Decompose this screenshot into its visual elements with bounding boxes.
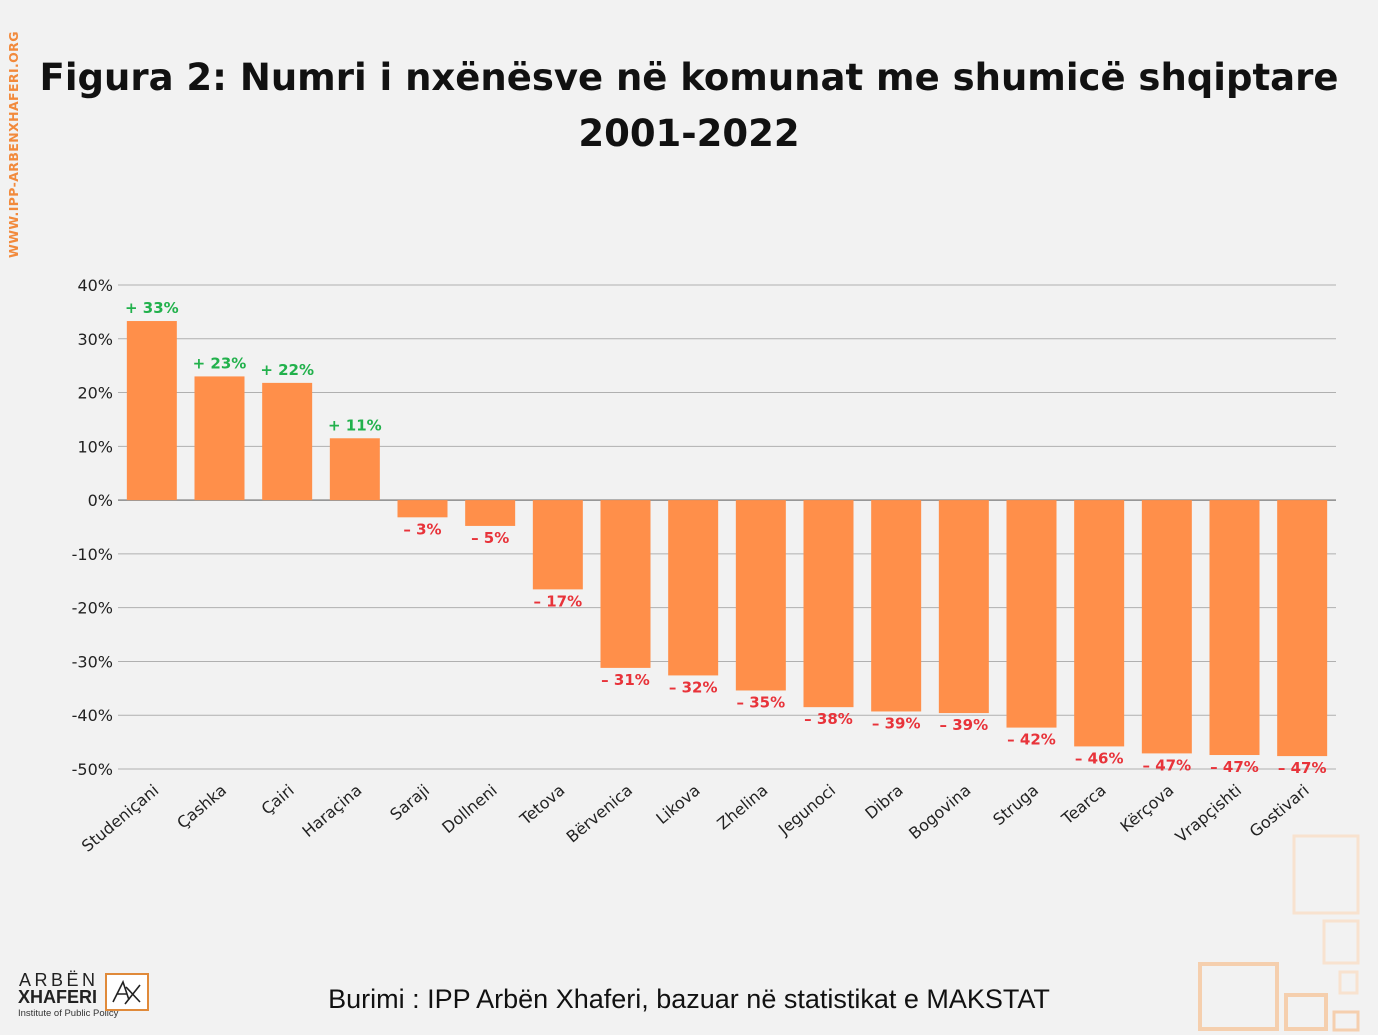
value-label: – 31% (601, 671, 650, 689)
value-label: – 32% (669, 678, 718, 696)
grid-lines (118, 284, 1336, 770)
value-label: + 22% (260, 361, 314, 379)
bar (126, 321, 177, 501)
deco-square (1322, 919, 1360, 965)
y-tick-label: -40% (72, 706, 113, 725)
chart-title: Figura 2: Numri i nxënësve në komunat me… (20, 50, 1358, 162)
bar (938, 500, 989, 714)
bar (262, 382, 313, 501)
bar (803, 500, 854, 708)
y-tick-label: -30% (72, 652, 113, 671)
bar (1277, 500, 1328, 757)
title-line-2: 2001-2022 (578, 112, 800, 155)
deco-square (1332, 1010, 1360, 1032)
logo-subtitle: Institute of Public Policy (18, 1008, 119, 1019)
y-axis-ticks: 40% 30% 20% 10% 0% -10% -20% -30% -40% -50% (72, 276, 113, 779)
value-labels: + 33% + 23% + 22% + 11% – 3% – 5% – 17% – 31% – … (125, 299, 1327, 777)
value-label: – 39% (872, 714, 921, 732)
value-label: – 3% (403, 520, 441, 538)
title-line-1: Figura 2: Numri i nxënësve në komunat me… (39, 56, 1339, 99)
y-tick-label: 20% (77, 384, 113, 403)
value-label: – 17% (534, 592, 583, 610)
y-tick-label: 0% (88, 491, 113, 510)
y-tick-label: -10% (72, 545, 113, 564)
value-label: + 11% (328, 416, 382, 434)
logo-signature-icon (112, 979, 141, 1005)
y-tick-label: 30% (77, 330, 113, 349)
bar (329, 438, 380, 501)
deco-square-group (1198, 834, 1360, 1032)
bar (194, 376, 245, 501)
value-label: – 39% (940, 716, 989, 734)
y-tick-label: 10% (77, 437, 113, 456)
bar (465, 500, 516, 526)
bar (1209, 500, 1260, 756)
y-tick-label: -50% (72, 760, 113, 779)
bar (600, 500, 651, 668)
bar-chart: 40% 30% 20% 10% 0% -10% -20% -30% -40% -50% + 33%… (72, 276, 1336, 856)
y-tick-label: -20% (72, 599, 113, 618)
bars (126, 321, 1328, 757)
logo-first-name: ARBËN (19, 970, 99, 990)
deco-square (1284, 993, 1328, 1031)
bar (1141, 500, 1192, 754)
source-note: Burimi : IPP Arbën Xhaferi, bazuar në st… (328, 984, 1050, 1014)
deco-square (1338, 970, 1359, 995)
bar (1074, 500, 1125, 747)
value-label: – 38% (804, 710, 853, 728)
logo-last-name: XHAFERI (18, 987, 98, 1007)
value-label: – 42% (1007, 731, 1056, 749)
bar (735, 500, 786, 691)
value-label: – 47% (1210, 758, 1259, 776)
value-label: – 47% (1143, 756, 1192, 774)
value-label: + 23% (193, 354, 247, 372)
bar (668, 500, 719, 676)
value-label: + 33% (125, 299, 179, 317)
institute-logo: ARBËN XHAFERI Institute of Public Policy (18, 970, 158, 1022)
value-label: – 47% (1278, 759, 1327, 777)
value-label: – 35% (737, 693, 786, 711)
bar (532, 500, 583, 590)
logo-mark (105, 973, 149, 1011)
deco-square (1292, 834, 1360, 915)
bar (871, 500, 922, 712)
value-label: – 46% (1075, 749, 1124, 767)
bar (397, 500, 448, 518)
y-tick-label: 40% (77, 276, 113, 295)
deco-square (1198, 962, 1279, 1031)
bar (1006, 500, 1057, 728)
value-label: – 5% (471, 529, 509, 547)
